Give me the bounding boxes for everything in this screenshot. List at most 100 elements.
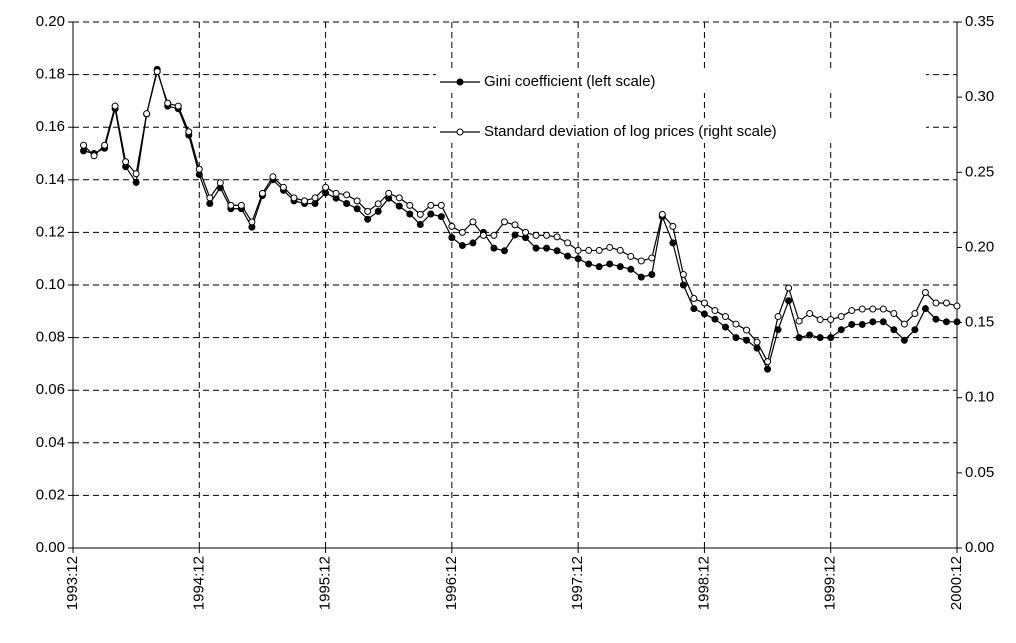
data-point xyxy=(953,302,961,310)
data-point xyxy=(679,270,687,278)
data-point xyxy=(669,239,677,247)
data-point xyxy=(458,242,466,250)
data-point xyxy=(479,231,487,239)
data-point xyxy=(532,231,540,239)
data-point xyxy=(490,244,498,252)
data-point xyxy=(500,218,508,226)
y-tick-label: 0.02 xyxy=(36,486,65,503)
y2-tick-label: 0.15 xyxy=(965,314,994,331)
data-point xyxy=(606,243,614,251)
data-point xyxy=(669,222,677,230)
data-point xyxy=(743,336,751,344)
data-point xyxy=(795,334,803,342)
data-point xyxy=(732,320,740,328)
data-point xyxy=(532,244,540,252)
data-point xyxy=(827,316,835,324)
data-point xyxy=(627,265,635,273)
data-point xyxy=(374,200,382,208)
data-point xyxy=(469,239,477,247)
data-point xyxy=(90,152,98,160)
data-point xyxy=(448,222,456,230)
data-point xyxy=(806,310,814,318)
data-point xyxy=(553,247,561,255)
y2-tick-label: 0.30 xyxy=(965,88,994,105)
data-point xyxy=(185,128,193,136)
data-point xyxy=(80,147,88,155)
x-tick-label: 1997:12 xyxy=(569,556,586,610)
data-point xyxy=(827,334,835,342)
y-tick-label: 0.12 xyxy=(36,223,65,240)
legend-label: Gini coefficient (left scale) xyxy=(484,73,655,90)
data-point xyxy=(921,305,929,313)
data-point xyxy=(911,310,919,318)
y-tick-label: 0.18 xyxy=(36,66,65,83)
data-point xyxy=(353,197,361,205)
y-tick-label: 0.00 xyxy=(36,539,65,556)
data-point xyxy=(437,213,445,221)
data-point xyxy=(279,183,287,191)
data-point xyxy=(101,141,109,149)
data-point xyxy=(711,307,719,315)
data-point xyxy=(227,201,235,209)
data-point xyxy=(953,318,961,326)
y-tick-label: 0.10 xyxy=(36,276,65,293)
y2-tick-label: 0.05 xyxy=(965,464,994,481)
data-point xyxy=(648,270,656,278)
data-point xyxy=(258,189,266,197)
data-point xyxy=(585,246,593,254)
data-point xyxy=(416,221,424,229)
data-point xyxy=(248,218,256,226)
data-point xyxy=(743,326,751,334)
data-point xyxy=(385,189,393,197)
data-point xyxy=(648,254,656,262)
data-point xyxy=(900,336,908,344)
data-point xyxy=(848,320,856,328)
data-point xyxy=(395,194,403,202)
data-point xyxy=(311,194,319,202)
data-point xyxy=(932,315,940,323)
data-point xyxy=(942,299,950,307)
data-point xyxy=(543,244,551,252)
data-point xyxy=(858,305,866,313)
data-point xyxy=(416,210,424,218)
data-point xyxy=(690,295,698,303)
y-tick-label: 0.04 xyxy=(36,434,65,451)
data-point xyxy=(143,110,151,118)
data-point xyxy=(364,215,372,223)
data-point xyxy=(111,102,119,110)
legend-label: Standard deviation of log prices (right … xyxy=(484,123,777,140)
data-point xyxy=(679,281,687,289)
x-tick-label: 2000:12 xyxy=(948,556,965,610)
data-point xyxy=(543,231,551,239)
data-point xyxy=(353,205,361,213)
data-point xyxy=(374,207,382,215)
data-point xyxy=(764,358,772,366)
data-point xyxy=(700,299,708,307)
data-point xyxy=(732,334,740,342)
data-point xyxy=(206,194,214,202)
data-point xyxy=(753,338,761,346)
data-point xyxy=(269,173,277,181)
data-point xyxy=(795,317,803,325)
data-point xyxy=(437,201,445,209)
data-point xyxy=(522,228,530,236)
data-point xyxy=(721,313,729,321)
data-point xyxy=(164,99,172,107)
data-point xyxy=(595,246,603,254)
data-point xyxy=(942,318,950,326)
data-point xyxy=(406,210,414,218)
data-point xyxy=(406,201,414,209)
x-tick-label: 1993:12 xyxy=(64,556,81,610)
data-point xyxy=(132,170,140,178)
y-tick-label: 0.08 xyxy=(36,329,65,346)
data-point xyxy=(490,231,498,239)
data-point xyxy=(837,326,845,334)
y2-tick-label: 0.25 xyxy=(965,163,994,180)
data-point xyxy=(364,207,372,215)
x-tick-label: 1995:12 xyxy=(317,556,334,610)
data-point xyxy=(585,260,593,268)
data-point xyxy=(153,68,161,76)
data-point xyxy=(764,365,772,373)
legend-bg xyxy=(436,121,926,143)
data-point xyxy=(816,334,824,342)
